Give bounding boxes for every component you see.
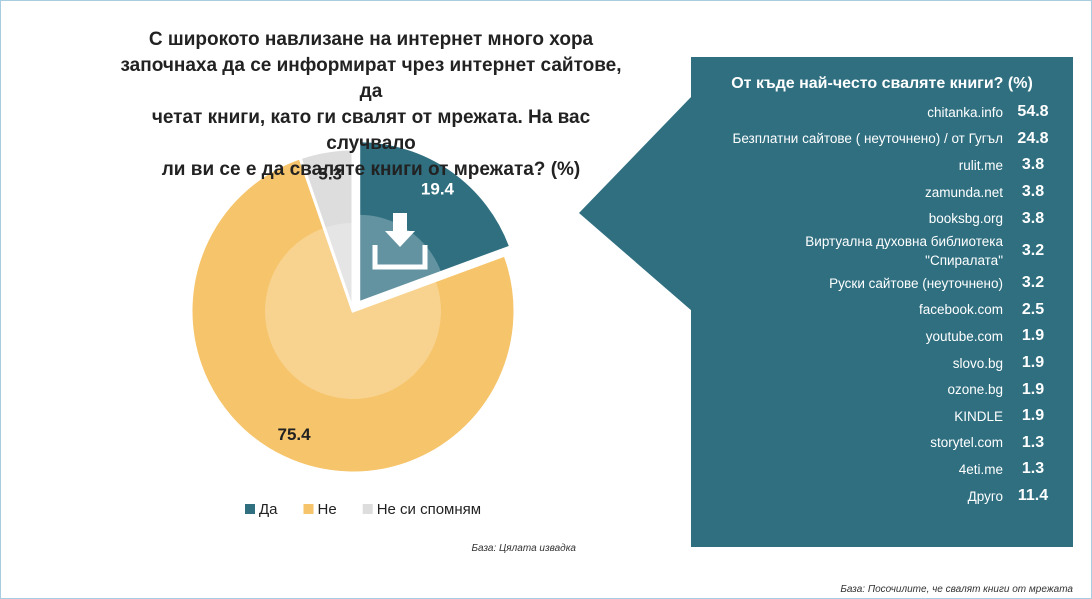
row-label: Руски сайтове (неуточнено) <box>829 275 1003 291</box>
row-value: 3.8 <box>1021 156 1045 174</box>
table-title: От къде най-често сваляте книги? (%) <box>731 75 1033 92</box>
table-row: Безплатни сайтове ( неуточнено) / от Гуг… <box>691 126 1073 153</box>
row-label: chitanka.info <box>927 104 1003 120</box>
note: База: Посочилите, че свалят книги от мре… <box>840 584 1073 595</box>
rows: chitanka.info 54.8 Безплатни сайтове ( неу… <box>691 99 1073 509</box>
row-value: 1.3 <box>1021 433 1045 451</box>
chart-title: С широкото навлизане на интернет много х… <box>120 29 622 180</box>
row-value: 3.8 <box>1021 209 1045 227</box>
table-row: ozone.bg 1.9 <box>691 376 1073 403</box>
row-value: 24.8 <box>1017 129 1049 147</box>
row-label: booksbg.org <box>928 211 1003 227</box>
row-label: slovo.bg <box>952 355 1003 371</box>
table-row: Друго 11.4 <box>691 483 1073 510</box>
row-label: Безплатни сайтове ( неуточнено) / от Гуг… <box>732 131 1003 147</box>
table-row: zamunda.net 3.8 <box>691 179 1073 206</box>
table-row: slovo.bg 1.9 <box>691 350 1073 377</box>
table-row: youtube.com 1.9 <box>691 323 1073 350</box>
table-row: facebook.com 2.5 <box>691 297 1073 324</box>
table-row: storytel.com 1.3 <box>691 430 1073 457</box>
legend-label: Не си спомням <box>377 501 481 518</box>
legend-swatch <box>245 504 255 514</box>
legend-swatch <box>362 504 373 514</box>
table-row: rulit.me 3.8 <box>691 152 1073 179</box>
row-value: 1.9 <box>1021 327 1045 345</box>
row-value: 1.9 <box>1021 380 1045 398</box>
note: База: Цялата извадка <box>471 543 576 554</box>
legend-swatch <box>303 504 314 514</box>
pie: 19.4 75.4 5.3 <box>189 139 517 475</box>
row-label: storytel.com <box>930 435 1003 451</box>
pie-slice-inner <box>265 227 441 400</box>
row-value: 1.9 <box>1021 354 1045 372</box>
row-label: Виртуална духовна библиотека "Спиралата" <box>805 233 1003 268</box>
table-row: KINDLE 1.9 <box>691 403 1073 430</box>
row-label: ozone.bg <box>947 382 1003 398</box>
table-row: chitanka.info 54.8 <box>691 99 1073 126</box>
row-label: facebook.com <box>918 302 1003 318</box>
data-label: 19.4 <box>421 179 455 198</box>
row-value: 3.2 <box>1021 274 1045 292</box>
row-label: Друго <box>967 488 1003 504</box>
row-value: 54.8 <box>1017 103 1049 121</box>
table-row: booksbg.org 3.8 <box>691 205 1073 232</box>
pie-slice <box>298 147 355 312</box>
row-value: 1.9 <box>1021 407 1045 425</box>
legend-label: Не <box>318 501 337 518</box>
callout-pointer <box>579 96 692 311</box>
row-value: 3.8 <box>1021 183 1045 201</box>
pie-slice-inner <box>358 214 442 303</box>
row-value: 3.2 <box>1021 241 1045 259</box>
pie-slice-inner <box>324 223 353 311</box>
row-label: KINDLE <box>954 408 1003 424</box>
download-icon <box>372 213 428 270</box>
row-value: 2.5 <box>1021 300 1045 318</box>
row-label: rulit.me <box>958 157 1003 173</box>
row-value: 11.4 <box>1017 487 1049 505</box>
data-label: 75.4 <box>277 425 311 444</box>
table-row: 4eti.me 1.3 <box>691 456 1073 483</box>
pie-slice <box>189 155 517 475</box>
pie-slice <box>357 139 513 305</box>
data-label: 5.3 <box>318 165 342 184</box>
legend-label: Да <box>259 501 278 518</box>
table-row: Руски сайтове (неуточнено) 3.2 <box>691 270 1073 297</box>
row-value: 1.3 <box>1021 460 1045 478</box>
legend: Да Не Не си спомням <box>245 501 481 518</box>
row-label: zamunda.net <box>924 184 1003 200</box>
table-row: Виртуална духовна библиотека "Спиралата"… <box>691 232 1073 270</box>
table-panel: От къде най-често сваляте книги? (%) chi… <box>691 57 1073 547</box>
row-label: 4eti.me <box>958 461 1003 477</box>
row-label: youtube.com <box>925 328 1003 344</box>
